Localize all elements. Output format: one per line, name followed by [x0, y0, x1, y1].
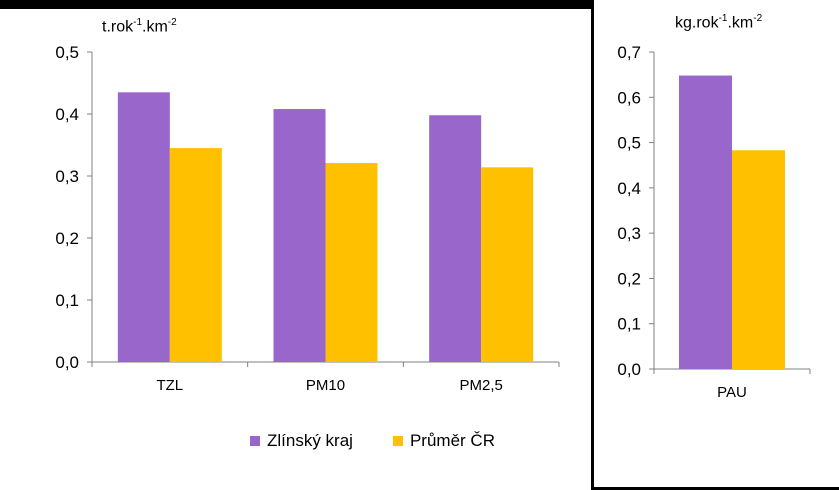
bar-prumer-cr [481, 167, 534, 362]
right-bar-chart: 0,0 0,1 0,2 0,3 0,4 0,5 0,6 0,7 PAU [617, 43, 811, 401]
bar-prumer-cr [732, 150, 785, 369]
y-tick-label: 0,3 [617, 224, 641, 243]
legend: Zlínský kraj Průměr ČR [250, 431, 535, 451]
y-tick-label: 0,5 [55, 43, 79, 62]
bar-zlinsky-kraj [429, 115, 482, 363]
x-tick-label: PM10 [306, 377, 345, 394]
right-unit-label: kg.rok-1.km-2 [675, 13, 763, 32]
legend-item-prumer-cr: Průměr ČR [392, 431, 495, 451]
bar-zlinsky-kraj [117, 92, 170, 363]
legend-swatch-zlinsky-kraj [250, 436, 260, 446]
y-tick-label: 0,0 [617, 360, 641, 379]
bar-zlinsky-kraj [273, 109, 326, 362]
y-tick-label: 0,4 [617, 179, 641, 198]
top-border [0, 0, 591, 9]
left-unit-label: t.rok-1.km-2 [102, 17, 177, 36]
y-tick-label: 0,5 [617, 134, 641, 153]
left-bar-chart: 0,0 0,1 0,2 0,3 0,4 0,5 TZL PM10 PM2,5 [55, 43, 560, 394]
bar-zlinsky-kraj [679, 75, 732, 369]
legend-label-zlinsky-kraj: Zlínský kraj [267, 431, 353, 450]
bar-prumer-cr [325, 162, 378, 362]
legend-label-prumer-cr: Průměr ČR [409, 431, 495, 450]
y-tick-label: 0,2 [617, 269, 641, 288]
bar-prumer-cr [169, 148, 222, 362]
y-tick-label: 0,7 [617, 43, 641, 62]
right-panel-border [591, 0, 839, 490]
x-tick-label: PM2,5 [459, 377, 502, 394]
y-tick-label: 0,4 [55, 105, 79, 124]
x-tick-label: PAU [717, 384, 747, 401]
legend-item-zlinsky-kraj: Zlínský kraj [250, 431, 353, 451]
y-tick-label: 0,3 [55, 167, 79, 186]
x-tick-label: TZL [156, 377, 183, 394]
y-tick-label: 0,2 [55, 229, 79, 248]
y-tick-label: 0,1 [617, 315, 641, 334]
y-tick-label: 0,1 [55, 291, 79, 310]
y-tick-label: 0,0 [55, 353, 79, 372]
legend-swatch-prumer-cr [392, 436, 403, 446]
y-tick-label: 0,6 [617, 88, 641, 107]
